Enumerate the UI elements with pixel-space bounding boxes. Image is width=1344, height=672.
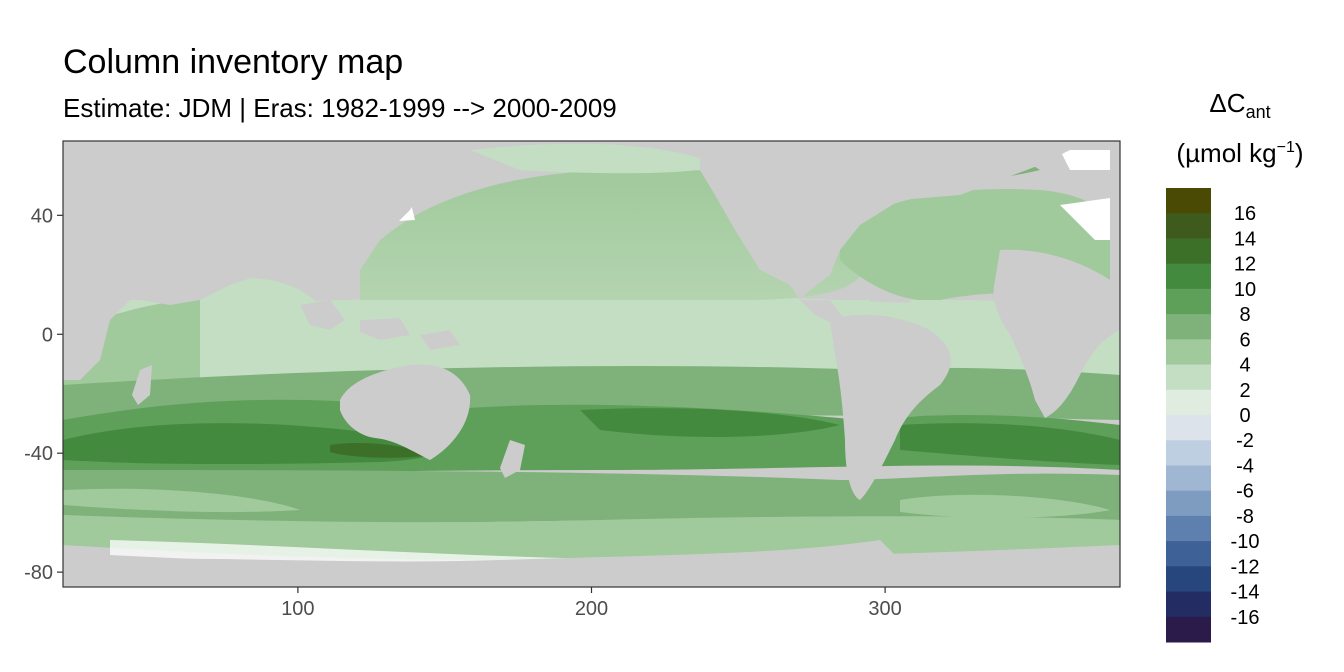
- legend-label: -14: [1231, 582, 1260, 604]
- legend-label: 8: [1239, 304, 1250, 326]
- legend-swatch: [1166, 465, 1211, 492]
- legend-label: 12: [1234, 254, 1256, 276]
- legend-label: 4: [1239, 355, 1250, 377]
- legend-swatch: [1166, 490, 1211, 517]
- legend-label: -12: [1231, 556, 1260, 578]
- chart-subtitle: Estimate: JDM | Eras: 1982-1999 --> 2000…: [63, 93, 617, 123]
- legend-label: 6: [1239, 329, 1250, 351]
- y-tick-label: 40: [31, 205, 53, 227]
- legend-label: -6: [1236, 481, 1254, 503]
- legend-label: -4: [1236, 455, 1254, 477]
- legend-swatch: [1166, 515, 1211, 542]
- legend-swatch: [1166, 541, 1211, 567]
- legend-label: -10: [1231, 531, 1260, 553]
- legend-label: -16: [1231, 607, 1260, 629]
- legend-swatch: [1166, 616, 1211, 643]
- legend-units: (µmol kg−1): [1176, 138, 1303, 168]
- land-masses: [63, 141, 1120, 587]
- y-tick-label: 0: [42, 324, 53, 346]
- legend-labels: 16 14 12 10 8 6 4 2 0 -2 -4 -6 -8 -10 -12 -14 -16: [1231, 203, 1260, 629]
- y-axis: 40 0 -40 -80: [24, 205, 63, 584]
- legend-label: 14: [1234, 228, 1256, 250]
- legend-swatch: [1166, 213, 1211, 239]
- legend-swatch: [1166, 188, 1211, 214]
- legend-swatch: [1166, 288, 1211, 315]
- legend-swatch: [1166, 314, 1211, 340]
- legend-swatch: [1166, 440, 1211, 466]
- legend-swatch: [1166, 364, 1211, 391]
- legend-swatch: [1166, 263, 1211, 290]
- chart-title: Column inventory map: [63, 43, 404, 81]
- legend-label: -2: [1236, 430, 1254, 452]
- y-tick-label: -80: [24, 562, 53, 584]
- x-tick-label: 100: [281, 598, 314, 620]
- legend-label: 0: [1239, 405, 1250, 427]
- legend-swatch: [1166, 591, 1211, 618]
- legend-label: 16: [1234, 203, 1256, 225]
- legend-swatch: [1166, 339, 1211, 366]
- legend-swatch: [1166, 566, 1211, 593]
- legend-swatch: [1166, 238, 1211, 265]
- legend: ΔCant (µmol kg−1) 16 14 12 10 8 6 4 2 0 -2 -4 -6 -8 -…: [1166, 88, 1304, 643]
- x-axis: 100 200 300: [281, 587, 902, 620]
- legend-swatch: [1166, 415, 1211, 441]
- legend-label: 2: [1239, 380, 1250, 402]
- legend-label: 10: [1234, 279, 1256, 301]
- legend-colorbar: [1166, 188, 1211, 643]
- legend-swatch: [1166, 389, 1211, 416]
- y-tick-label: -40: [24, 443, 53, 465]
- legend-title: ΔCant: [1209, 88, 1270, 122]
- map-panel: [63, 141, 1120, 587]
- x-tick-label: 300: [868, 598, 901, 620]
- x-tick-label: 200: [575, 598, 608, 620]
- legend-label: -8: [1236, 506, 1254, 528]
